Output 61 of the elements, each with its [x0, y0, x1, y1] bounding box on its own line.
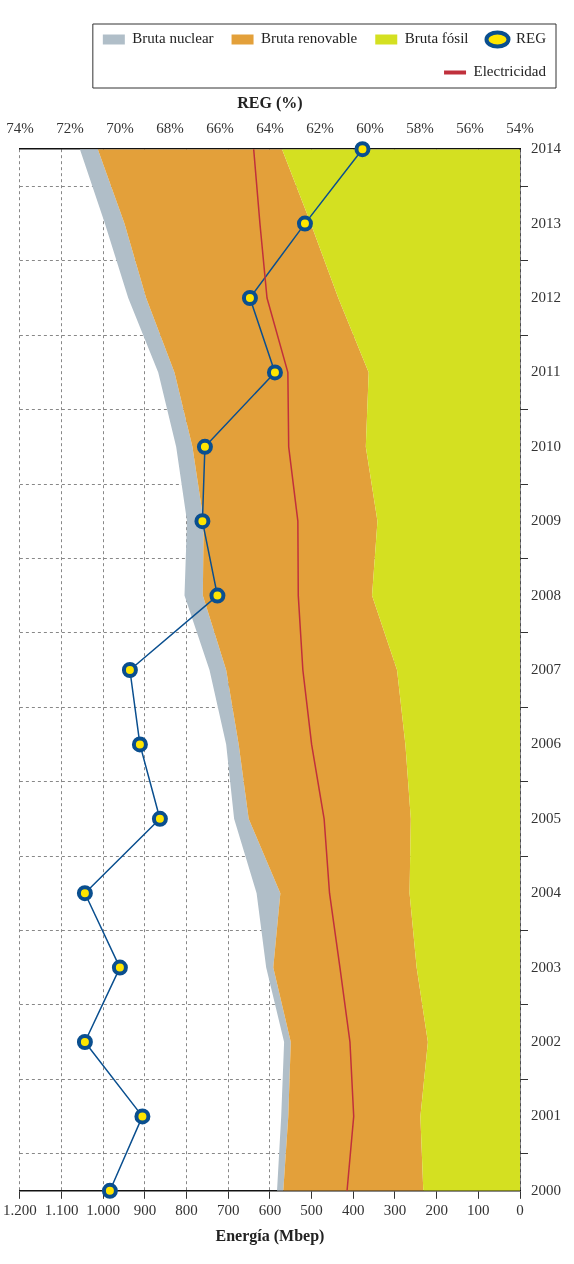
x-tick-label: 100: [467, 1201, 490, 1218]
point: [76, 1034, 93, 1050]
y-tick-label: 2003: [531, 958, 561, 975]
point: [131, 736, 148, 753]
point: [151, 810, 168, 827]
point: [209, 587, 226, 604]
y-tick-label: 2014: [531, 140, 562, 157]
point: [76, 885, 93, 902]
point: [296, 215, 313, 232]
y-tick-label: 2002: [531, 1032, 561, 1049]
x-tick-label: 500: [300, 1201, 323, 1218]
x-tick-label: 800: [175, 1201, 198, 1218]
point: [194, 513, 211, 530]
y-tick-label: 2001: [531, 1107, 561, 1124]
point: [196, 438, 213, 455]
x2-tick-label: 64%: [256, 120, 284, 137]
y-tick-label: 2008: [531, 586, 561, 603]
x2-tick-label: 54%: [506, 120, 534, 137]
point: [241, 290, 258, 306]
point: [111, 959, 128, 976]
point: [101, 1182, 118, 1199]
x2-axis-title: REG (%): [237, 93, 303, 112]
x-axis-title: Energía (Mbep): [215, 1226, 325, 1245]
point: [266, 364, 283, 381]
point: [134, 1108, 151, 1125]
x2-tick-label: 56%: [456, 120, 484, 137]
x2-tick-label: 68%: [156, 120, 184, 137]
x-tick-label: 400: [342, 1201, 365, 1218]
x2-tick-label: 62%: [306, 120, 334, 137]
y-tick-label: 2004: [531, 884, 562, 901]
x-tick-label: 1.200: [3, 1201, 37, 1218]
x-tick-label: 1.100: [44, 1201, 79, 1218]
legend-label: Electricidad: [473, 63, 547, 80]
point: [354, 141, 371, 158]
x2-tick-label: 74%: [6, 120, 34, 137]
x2-tick-label: 58%: [406, 120, 434, 137]
y-tick-label: 2005: [531, 809, 561, 826]
x2-tick-label: 70%: [106, 120, 134, 137]
x2-tick-label: 66%: [206, 120, 234, 137]
y-tick-label: 2006: [531, 735, 562, 752]
y-tick-label: 2012: [531, 288, 561, 305]
x-tick-label: 0: [516, 1201, 524, 1218]
legend-label: Bruta nuclear: [132, 30, 214, 47]
x2-tick-label: 72%: [56, 120, 84, 137]
y-tick-label: 2009: [531, 512, 561, 529]
legend-label: REG: [516, 30, 547, 47]
y-tick-label: 2010: [531, 437, 561, 454]
x-tick-label: 200: [425, 1201, 448, 1218]
y-tick-label: 2000: [531, 1181, 561, 1198]
y-tick-label: 2013: [531, 214, 561, 231]
x-tick-label: 1.000: [86, 1201, 121, 1218]
legend-label: Bruta renovable: [261, 30, 358, 47]
x2-tick-label: 60%: [356, 120, 384, 137]
y-tick-label: 2011: [531, 363, 561, 380]
x-tick-label: 300: [383, 1201, 407, 1218]
y-tick-label: 2007: [531, 660, 562, 677]
x-tick-label: 600: [258, 1201, 282, 1218]
x-tick-label: 900: [133, 1201, 157, 1218]
x-tick-label: 700: [217, 1201, 240, 1218]
legend-label: Bruta fósil: [404, 30, 469, 47]
point: [121, 662, 138, 678]
